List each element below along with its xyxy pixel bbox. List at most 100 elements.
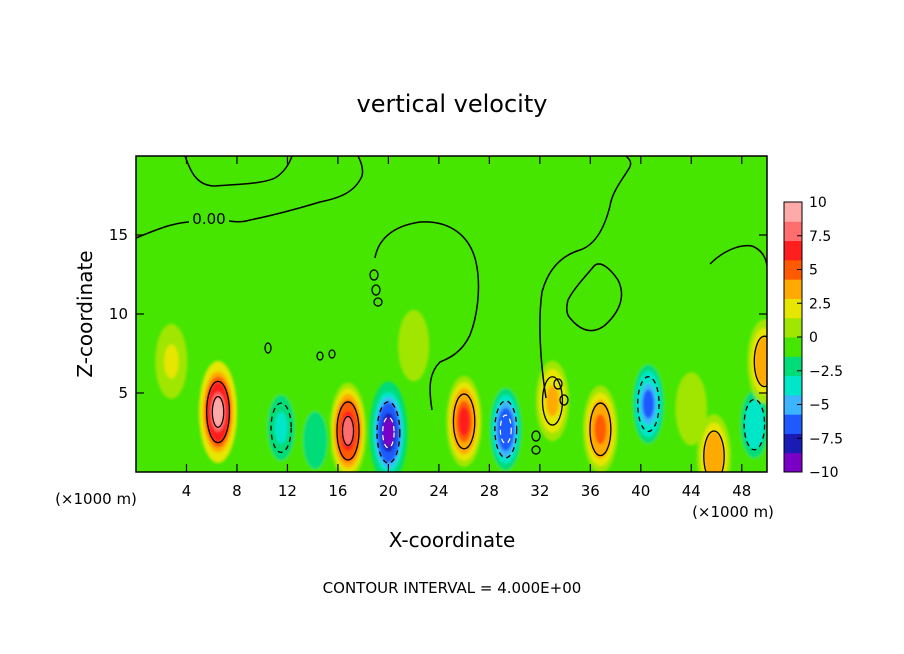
y-tick-label: 5	[118, 384, 128, 402]
contour-small-loop	[559, 394, 569, 406]
field-feature-1	[329, 382, 367, 472]
contour-small-loop	[531, 430, 541, 442]
x-tick-label: 48	[732, 482, 751, 500]
contour-line	[589, 402, 612, 457]
colorbar-swatch	[784, 414, 802, 434]
y-tick-label: 10	[109, 305, 128, 323]
zero-contour-plume	[374, 221, 480, 411]
x-tick-label: 20	[379, 482, 398, 500]
zero-contour-cap	[184, 156, 293, 187]
contour-small-loop	[373, 297, 383, 307]
colorbar: 10 7.5 5 2.5 0 −2.5 −5 −7.5 −10	[783, 195, 843, 481]
field-feature-6	[630, 358, 667, 450]
x-tick-label: 28	[480, 482, 499, 500]
colorbar-swatch	[784, 433, 802, 454]
y-axis: 5 10 15	[109, 226, 767, 402]
contour-line	[452, 393, 476, 450]
field-level	[342, 416, 354, 446]
colorbar-swatch	[784, 298, 802, 319]
x-tick-label: 32	[530, 482, 549, 500]
contour-line	[341, 415, 355, 447]
contour-line	[637, 376, 660, 433]
velocity-field	[155, 309, 767, 472]
x-tick-label: 8	[232, 482, 242, 500]
field-level	[383, 418, 394, 447]
colorbar-swatch	[784, 317, 802, 338]
colorbar-tick-label: 5	[809, 263, 818, 279]
contour-small-loop	[316, 351, 324, 361]
contour-line	[743, 398, 766, 451]
colorbar-swatch	[784, 356, 802, 377]
field-feature-12	[535, 360, 570, 442]
contour-line	[382, 416, 395, 449]
field-feature-8	[737, 382, 767, 467]
field-feature-7	[264, 386, 298, 469]
field-feature-14	[398, 309, 430, 382]
colorbar-swatch	[784, 279, 802, 299]
field-feature-3	[583, 385, 618, 472]
field-feature-5	[487, 381, 524, 472]
field-level	[307, 422, 323, 459]
y-tick-label: 15	[109, 226, 128, 244]
colorbar-tick-label: 10	[809, 195, 827, 211]
contour-small-loops	[264, 269, 569, 455]
colorbar-tick-label: −10	[809, 465, 839, 481]
contour-line	[541, 376, 564, 426]
colorbar-tick-label: 0	[809, 330, 818, 346]
contour-line	[494, 400, 518, 459]
colorbar-swatch	[784, 221, 802, 242]
colorbar-tick-label: 2.5	[809, 296, 831, 312]
field-level	[642, 389, 655, 419]
colorbar-swatch	[784, 375, 802, 396]
colorbar-swatch	[784, 259, 802, 280]
contour-line	[376, 401, 401, 464]
field-feature-10	[747, 319, 767, 404]
colorbar-swatch	[784, 394, 802, 415]
contour-label-bg	[189, 211, 229, 227]
colorbar-tick-label: 7.5	[809, 229, 831, 245]
contour-small-loop	[371, 284, 381, 296]
field-level	[500, 414, 512, 445]
colorbar-tick-label: −7.5	[809, 431, 843, 447]
field-level	[458, 407, 470, 436]
contour-line	[205, 380, 231, 444]
chart-title: vertical velocity	[357, 90, 548, 118]
x-axis: 4 8 12 16 20 24 28 32 36 40 44 48	[182, 156, 751, 500]
field-level	[546, 385, 559, 417]
contour-line	[270, 402, 292, 454]
x-tick-label: 4	[182, 482, 192, 500]
field-level	[212, 397, 224, 427]
x-axis-label: X-coordinate	[389, 528, 516, 552]
y-axis-label: Z-coordinate	[73, 250, 97, 377]
x-unit-left: (×1000 m)	[55, 490, 137, 508]
field-feature-15	[675, 372, 708, 446]
contour-lines	[136, 156, 767, 472]
contour-small-loop	[531, 445, 541, 455]
zero-contour-right-edge	[709, 244, 767, 267]
x-tick-label: 12	[278, 482, 297, 500]
field-feature-0	[199, 360, 238, 463]
contour-small-loop	[553, 378, 563, 390]
contour-line	[499, 414, 512, 445]
colorbar-tick-label: −2.5	[809, 364, 843, 380]
field-feature-11	[697, 414, 731, 472]
contour-line	[753, 335, 767, 388]
field-level	[757, 345, 767, 378]
field-level	[681, 387, 701, 431]
contour-line	[211, 396, 225, 428]
x-tick-label: 44	[682, 482, 701, 500]
field-feature-2	[446, 375, 482, 468]
contour-label-group: 0.00	[189, 210, 229, 228]
zero-contour-right	[539, 156, 632, 399]
field-level	[404, 324, 423, 367]
x-tick-label: 40	[631, 482, 650, 500]
field-level	[274, 411, 288, 444]
field-level	[747, 408, 761, 441]
colorbar-tick-label: −5	[809, 398, 830, 414]
colorbar-swatch	[784, 202, 802, 222]
field-level	[707, 440, 721, 472]
x-unit-right: (×1000 m)	[692, 503, 774, 521]
field-level	[164, 344, 179, 379]
colorbar-swatch	[784, 240, 802, 261]
